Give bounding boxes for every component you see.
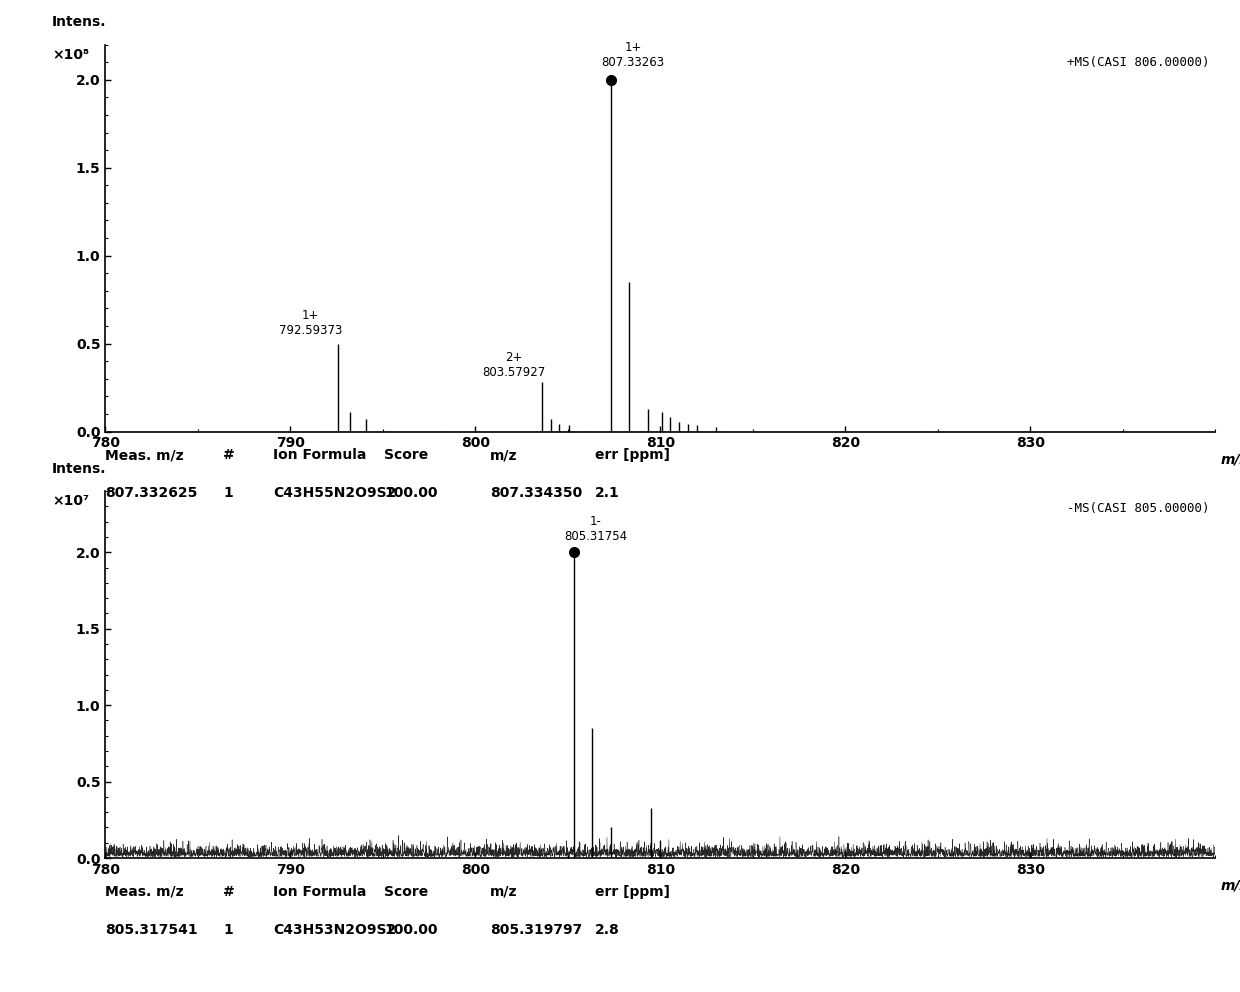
Text: 100.00: 100.00: [384, 486, 438, 500]
Text: 2.1: 2.1: [595, 486, 620, 500]
Text: -MS(CASI 805.00000): -MS(CASI 805.00000): [1068, 502, 1210, 515]
Text: m/z: m/z: [1220, 452, 1240, 467]
Text: m/z: m/z: [1220, 878, 1240, 892]
Text: 805.319797: 805.319797: [490, 923, 582, 936]
Text: 807.332625: 807.332625: [105, 486, 197, 500]
Text: +MS(CASI 806.00000): +MS(CASI 806.00000): [1068, 57, 1210, 69]
Text: Ion Formula: Ion Formula: [273, 448, 366, 462]
Text: 2.8: 2.8: [595, 923, 620, 936]
Text: #: #: [223, 448, 234, 462]
Text: m/z: m/z: [490, 885, 517, 899]
Text: 100.00: 100.00: [384, 923, 438, 936]
Text: 1: 1: [223, 923, 233, 936]
Text: Intens.: Intens.: [52, 15, 107, 29]
Text: err [ppm]: err [ppm]: [595, 885, 670, 899]
Text: Meas. m/z: Meas. m/z: [105, 885, 184, 899]
Text: m/z: m/z: [490, 448, 517, 462]
Text: Ion Formula: Ion Formula: [273, 885, 366, 899]
Text: 805.317541: 805.317541: [105, 923, 198, 936]
Text: C43H53N2O9S2: C43H53N2O9S2: [273, 923, 396, 936]
Text: #: #: [223, 885, 234, 899]
Text: Score: Score: [384, 448, 429, 462]
Text: Score: Score: [384, 885, 429, 899]
Text: ×10⁸: ×10⁸: [52, 48, 89, 62]
Text: 1-
805.31754: 1- 805.31754: [564, 515, 627, 543]
Text: 1: 1: [223, 486, 233, 500]
Text: 807.334350: 807.334350: [490, 486, 582, 500]
Text: C43H55N2O9S2: C43H55N2O9S2: [273, 486, 396, 500]
Text: 2+
803.57927: 2+ 803.57927: [482, 351, 546, 379]
Text: Meas. m/z: Meas. m/z: [105, 448, 184, 462]
Text: 1+
807.33263: 1+ 807.33263: [601, 42, 665, 69]
Text: err [ppm]: err [ppm]: [595, 448, 670, 462]
Text: ×10⁷: ×10⁷: [52, 494, 89, 508]
Text: Intens.: Intens.: [52, 462, 107, 476]
Text: 1+
792.59373: 1+ 792.59373: [279, 310, 342, 337]
